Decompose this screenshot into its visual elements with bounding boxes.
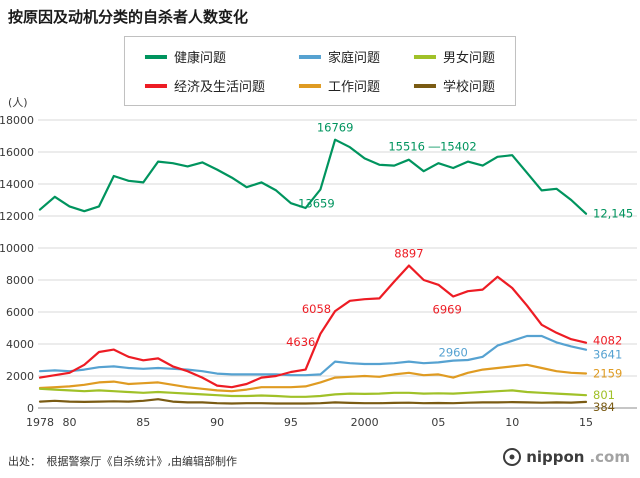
svg-text:95: 95	[284, 416, 298, 429]
legend-swatch-work	[298, 83, 321, 88]
annotation-health: 16769	[317, 121, 354, 135]
svg-text:85: 85	[136, 416, 150, 429]
svg-text:15: 15	[579, 416, 593, 429]
annotation-economic: 6058	[302, 302, 331, 316]
legend-swatch-health	[144, 54, 167, 59]
legend-item-school: 学校问题	[414, 76, 495, 95]
series-line-economic	[38, 264, 588, 389]
series-line-health	[38, 138, 588, 215]
logo-name: nippon	[526, 448, 585, 466]
y-axis-unit-label: (人)	[8, 96, 28, 109]
legend-label-relationship: 男女问题	[443, 51, 496, 66]
svg-text:90: 90	[210, 416, 224, 429]
legend-item-family: 家庭问题	[298, 47, 381, 66]
annotation-economic: 6969	[433, 302, 462, 316]
series-line-relationship	[38, 387, 588, 398]
svg-text:1978: 1978	[26, 416, 54, 429]
legend-label-work: 工作问题	[327, 80, 381, 95]
nippon-logo-mark-icon	[503, 448, 522, 466]
source-note: 出处： 根据警察厅《自杀统计》,由编辑部制作	[8, 455, 237, 468]
y-axis-labels: 0 2000 4000 6000 8000 10000 12000 14000 16000 180…	[0, 114, 34, 415]
series-line-family	[38, 334, 588, 377]
legend-swatch-school	[414, 83, 437, 88]
legend-item-health: 健康问题	[144, 47, 265, 66]
legend-label-economic: 经济及生活问题	[173, 80, 265, 95]
legend-item-relationship: 男女问题	[414, 47, 495, 66]
annotation-economic: 4636	[286, 335, 315, 349]
legend-item-work: 工作问题	[298, 76, 381, 95]
svg-text:12000: 12000	[0, 210, 34, 223]
annotation-family: 2960	[439, 346, 468, 360]
page-title: 按原因及动机分类的自杀者人数变化	[8, 8, 249, 26]
legend-swatch-family	[298, 54, 321, 59]
legend-item-economic: 经济及生活问题	[144, 76, 265, 95]
legend-swatch-economic	[144, 83, 167, 88]
svg-text:10: 10	[505, 416, 519, 429]
series-lines	[38, 138, 588, 405]
nippon-com-logo: nippon .com	[503, 448, 630, 466]
annotation-health: 13659	[298, 196, 335, 210]
svg-text:05: 05	[431, 416, 445, 429]
svg-text:80: 80	[63, 416, 77, 429]
annotation-relationship: 801	[593, 388, 615, 402]
logo-tld: .com	[589, 448, 630, 466]
x-axis-labels: 1978 80 85 90 95 2000 05 10 15	[26, 416, 593, 429]
series-line-school	[38, 398, 588, 405]
legend-label-family: 家庭问题	[327, 51, 381, 66]
legend-swatch-relationship	[414, 54, 437, 59]
svg-text:2000: 2000	[351, 416, 379, 429]
legend-label-school: 学校问题	[443, 80, 496, 95]
svg-text:10000: 10000	[0, 242, 34, 255]
svg-text:14000: 14000	[0, 178, 34, 191]
annotation-family: 3641	[593, 348, 622, 362]
annotation-work: 2159	[593, 366, 622, 380]
svg-text:6000: 6000	[6, 306, 34, 319]
series-line-work	[38, 363, 588, 393]
annotations: 16769 13659 15516 ―15402 12,145 4636 6058 8897…	[286, 121, 633, 414]
legend-label-health: 健康问题	[173, 51, 226, 66]
annotation-economic: 4082	[593, 334, 622, 348]
line-chart: 0 2000 4000 6000 8000 10000 12000 14000 16000 180…	[0, 114, 637, 429]
annotation-school: 384	[593, 400, 615, 414]
annotation-health: 12,145	[593, 207, 633, 221]
svg-text:4000: 4000	[6, 338, 34, 351]
annotation-economic: 8897	[394, 247, 423, 261]
svg-text:0: 0	[27, 402, 34, 415]
annotation-health: 15516 ―15402	[388, 140, 476, 154]
legend: 健康问题 家庭问题 男女问题经济及生活问题 工作问题 学校问题	[123, 36, 517, 106]
svg-text:2000: 2000	[6, 370, 34, 383]
svg-text:16000: 16000	[0, 146, 34, 159]
svg-text:8000: 8000	[6, 274, 34, 287]
svg-text:18000: 18000	[0, 114, 34, 127]
gridlines	[38, 119, 637, 409]
